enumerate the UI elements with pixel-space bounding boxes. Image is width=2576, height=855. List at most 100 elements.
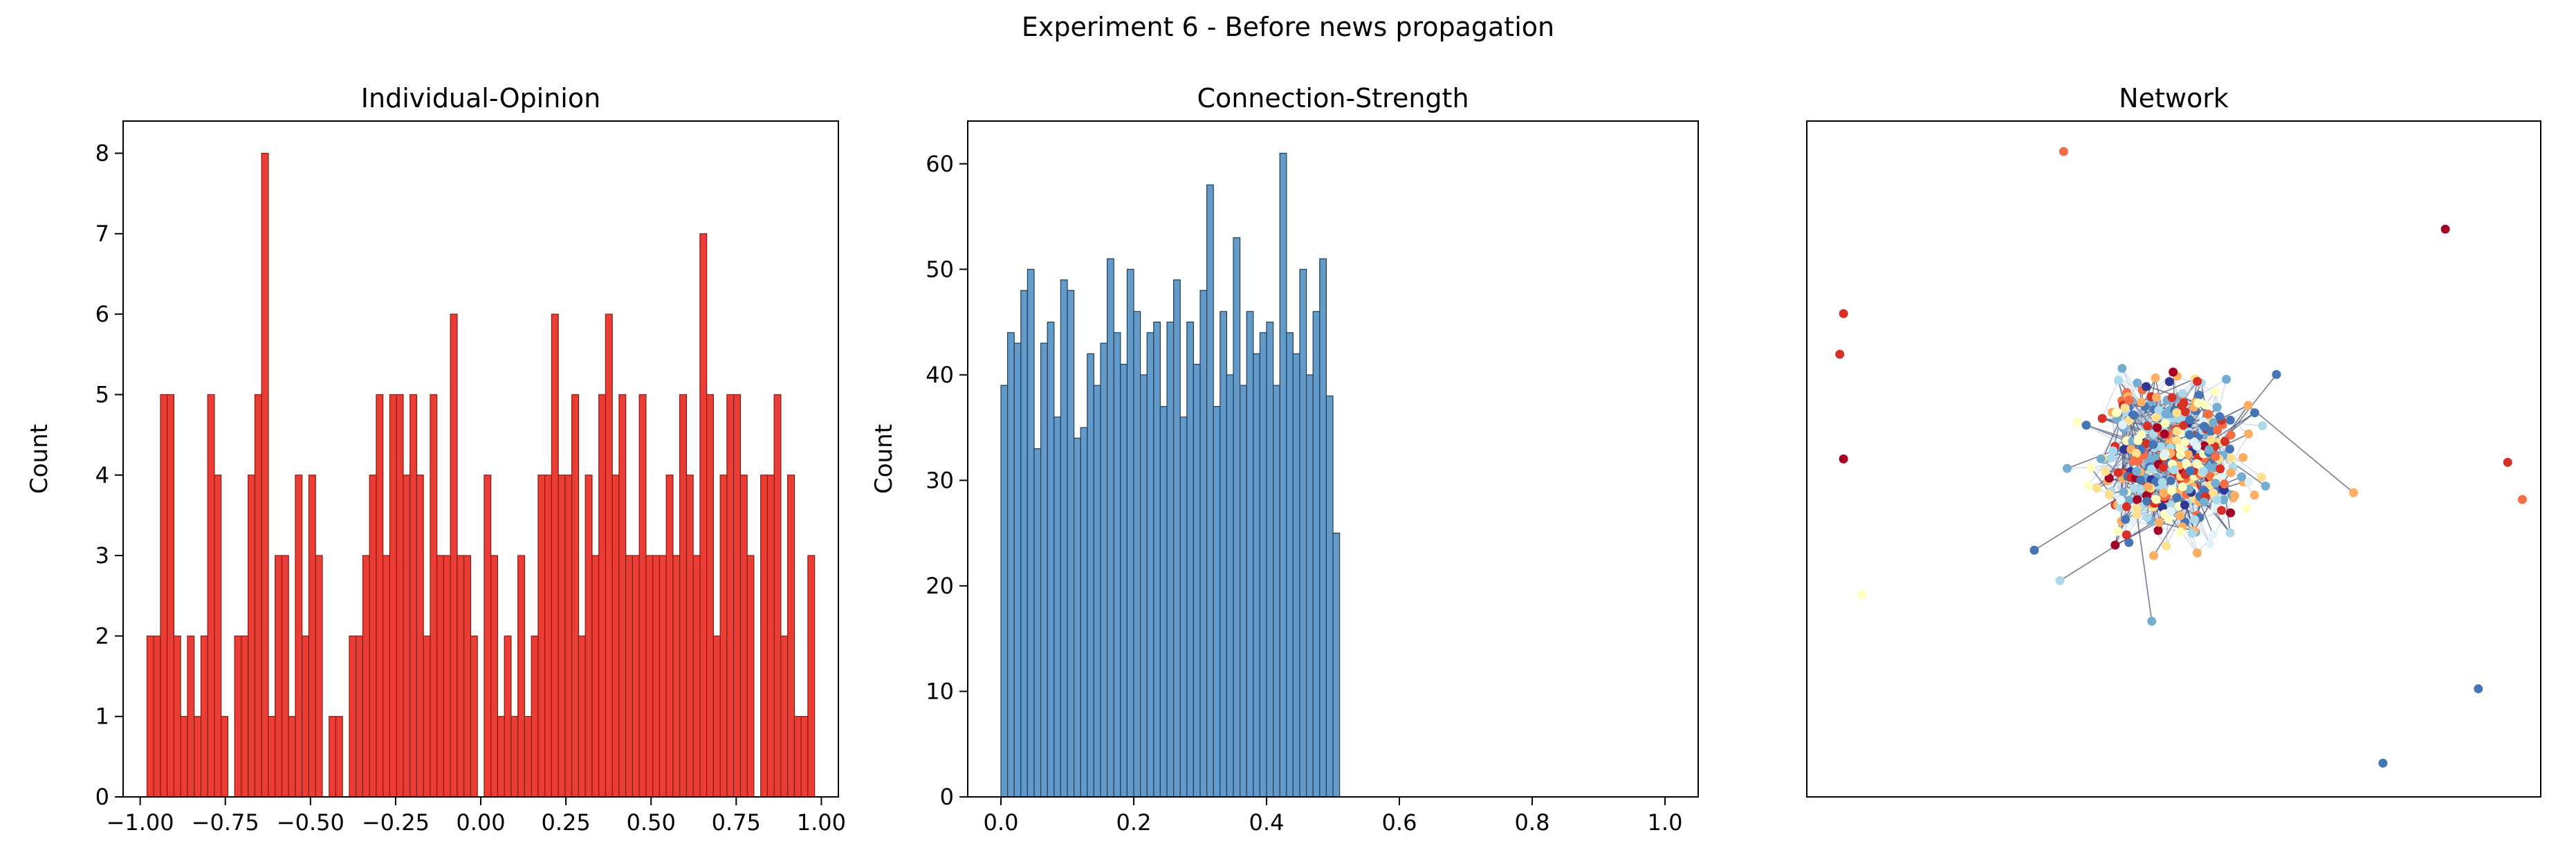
network-node [2230, 490, 2240, 500]
network-node [2222, 374, 2231, 384]
network-node [2137, 397, 2146, 407]
histogram-bar [517, 555, 526, 798]
histogram-bar [1120, 363, 1128, 798]
network-node [2122, 530, 2131, 540]
histogram-bar [807, 555, 816, 798]
network-node [2132, 466, 2142, 476]
x-tick-label: −1.00 [107, 809, 174, 836]
network-node [2086, 463, 2096, 472]
y-axis-label: Count [26, 424, 53, 494]
network-edge [2141, 371, 2174, 403]
histogram-bar [1186, 321, 1195, 798]
y-tick-label: 1 [95, 704, 109, 730]
histogram-bar [221, 716, 229, 798]
histogram-bar [416, 475, 424, 798]
network-node [2198, 466, 2208, 476]
network-node [2153, 526, 2163, 535]
histogram-bar [1159, 406, 1168, 798]
network-node [2111, 408, 2121, 418]
histogram-bar [618, 394, 627, 798]
network-node [2158, 477, 2167, 487]
network-node [2193, 376, 2202, 386]
network-node [2199, 421, 2209, 431]
x-tick-label: 0.75 [712, 809, 761, 836]
histogram-bar [376, 394, 384, 798]
y-tick-label: 6 [95, 301, 109, 327]
histogram-bar [281, 555, 289, 798]
network-node [2162, 541, 2171, 551]
histogram-bar [1006, 332, 1015, 798]
histogram-bar [1299, 268, 1307, 798]
network-node [2151, 477, 2160, 487]
y-tick-label: 10 [926, 678, 954, 704]
network-node [2190, 515, 2200, 524]
histogram-bar [800, 716, 809, 798]
histogram-bar [1013, 342, 1022, 798]
histogram-bar [1040, 342, 1048, 798]
network-node [2207, 435, 2216, 445]
network-node [2209, 418, 2218, 428]
network-node [2250, 490, 2259, 500]
histogram-bar [611, 475, 620, 798]
histogram-bar [261, 152, 269, 798]
histogram-bar [1259, 332, 1267, 798]
network-node [2184, 415, 2194, 425]
histogram-bar [652, 555, 661, 798]
histogram-bar [1193, 363, 1201, 798]
network-node [2106, 453, 2116, 463]
network-node [2180, 500, 2189, 510]
histogram-bar [578, 635, 586, 798]
histogram-bar [315, 555, 323, 798]
network-node [2119, 487, 2128, 497]
network-node [2159, 488, 2169, 498]
histogram-bar [369, 475, 377, 798]
y-tick-label: 0 [940, 784, 954, 810]
network-node [2114, 376, 2123, 385]
network-node [2217, 506, 2226, 515]
histogram-bar [1206, 184, 1214, 798]
network-node [2104, 473, 2114, 483]
histogram-bar [349, 635, 357, 798]
connection-strength-histogram-panel: 0.0 0.2 0.4 0.6 0.8 1.0 0 10 20 30 40 50 60 Connectio… [870, 83, 1699, 836]
network-node [2205, 539, 2215, 549]
network-node [2225, 528, 2235, 537]
histogram-bar [551, 313, 559, 798]
histogram-bar [490, 555, 499, 798]
network-node [2220, 479, 2229, 489]
histogram-bar [362, 555, 370, 798]
histogram-bar [335, 716, 343, 798]
network-node [2113, 526, 2123, 536]
histogram-bar [1139, 374, 1148, 798]
network-node [2187, 528, 2197, 538]
histogram-bar [153, 635, 161, 798]
network-node [2132, 510, 2142, 520]
histogram-bar [497, 716, 505, 798]
network-node [2151, 393, 2161, 402]
network-node [2167, 393, 2177, 403]
histogram-bar [1106, 258, 1114, 798]
histogram-bar [383, 555, 391, 798]
network-node [2184, 430, 2194, 440]
histogram-bar [585, 475, 593, 798]
histogram-bar [146, 635, 154, 798]
y-tick-label: 5 [95, 381, 109, 407]
y-tick-label: 7 [95, 221, 109, 247]
network-node [2172, 493, 2182, 502]
network-node [2203, 410, 2213, 419]
histogram-bar [564, 475, 573, 798]
network-node [2272, 369, 2281, 379]
histogram-bar [457, 555, 465, 798]
network-node [2104, 489, 2114, 499]
histogram-bar [605, 313, 613, 798]
network-node [2217, 471, 2227, 481]
network-node [2124, 537, 2134, 547]
network-node [2179, 398, 2189, 408]
histogram-bar [1312, 311, 1321, 798]
histogram-bar [659, 555, 667, 798]
network-node [2169, 465, 2179, 475]
network-node [2149, 440, 2158, 450]
network-node [1835, 349, 1845, 359]
histogram-bar [598, 394, 607, 798]
network-node [2081, 421, 2091, 430]
